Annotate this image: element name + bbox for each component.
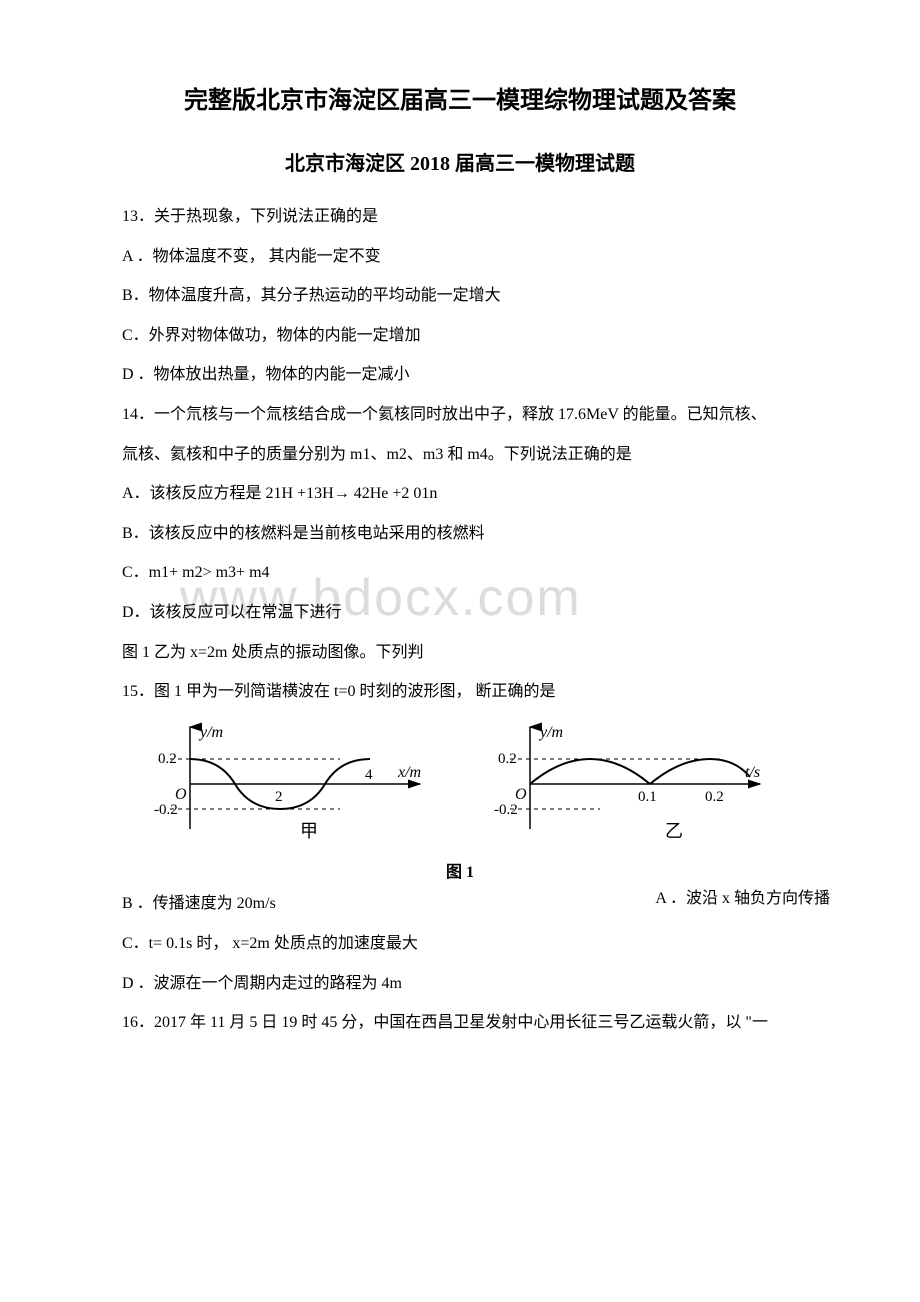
q16-stem: 16．2017 年 11 月 5 日 19 时 45 分，中国在西昌卫星发射中心…: [90, 1006, 830, 1040]
wave-left-svg: y/m 0.2 -0.2 O 2 4 x/m 甲: [140, 719, 440, 849]
xtick2-left: 4: [365, 767, 373, 783]
page-content: 完整版北京市海淀区届高三一模理综物理试题及答案 北京市海淀区 2018 届高三一…: [90, 80, 830, 1040]
ylabel-left: y/m: [198, 724, 223, 741]
q14-stem-line1: 14．一个氘核与一个氚核结合成一个氦核同时放出中子，释放 17.6MeV 的能量…: [90, 398, 830, 432]
q13-stem: 13．关于热现象，下列说法正确的是: [90, 200, 830, 234]
sublabel-right: 乙: [665, 821, 683, 841]
q15-stem: 15．图 1 甲为一列简谐横波在 t=0 时刻的波形图， 断正确的是: [90, 675, 830, 709]
ytick-pos-left: 0.2: [158, 751, 177, 767]
q14-stem-line2: 氚核、氦核和中子的质量分别为 m1、m2、m3 和 m4。下列说法正确的是: [90, 438, 830, 472]
q14-option-b: B．该核反应中的核燃料是当前核电站采用的核燃料: [90, 517, 830, 551]
ytick-pos-right: 0.2: [498, 751, 517, 767]
ytick-neg-right: -0.2: [494, 802, 518, 818]
wave-right-svg: y/m 0.2 -0.2 O 0.1 0.2 t/s 乙: [480, 719, 780, 849]
q13-option-a: A ．物体温度不变， 其内能一定不变: [90, 240, 830, 274]
q15-option-d: D ．波源在一个周期内走过的路程为 4m: [90, 967, 830, 1001]
q15-prefix: 图 1 乙为 x=2m 处质点的振动图像。下列判: [90, 636, 830, 670]
figure-1-right: y/m 0.2 -0.2 O 0.1 0.2 t/s 乙: [480, 719, 780, 854]
xlabel-left: x/m: [397, 764, 421, 781]
main-title: 完整版北京市海淀区届高三一模理综物理试题及答案: [90, 80, 830, 115]
q14-option-c: C．m1+ m2> m3+ m4: [90, 556, 830, 590]
xtick1-left: 2: [275, 789, 283, 805]
svg-text:O: O: [515, 786, 527, 803]
q14-option-a: A．该核反应方程是 21H +13H→ 42He +2 01n: [90, 477, 830, 511]
xlabel-right: t/s: [745, 764, 760, 781]
sublabel-left: 甲: [300, 821, 318, 841]
q13-option-c: C．外界对物体做功，物体的内能一定增加: [90, 319, 830, 353]
figure-1-container: y/m 0.2 -0.2 O 2 4 x/m 甲: [90, 719, 830, 854]
figure-1-left: y/m 0.2 -0.2 O 2 4 x/m 甲: [140, 719, 440, 854]
svg-text:O: O: [175, 786, 187, 803]
figure-1-label: 图 1: [446, 864, 474, 881]
xtick2-right: 0.2: [705, 789, 724, 805]
sub-title: 北京市海淀区 2018 届高三一模物理试题: [90, 147, 830, 176]
ytick-neg-left: -0.2: [154, 802, 178, 818]
q13-option-d: D ．物体放出热量，物体的内能一定减小: [90, 358, 830, 392]
ylabel-right: y/m: [538, 724, 563, 741]
q13-option-b: B．物体温度升高，其分子热运动的平均动能一定增大: [90, 279, 830, 313]
xtick1-right: 0.1: [638, 789, 657, 805]
q14-option-d: D．该核反应可以在常温下进行: [90, 596, 830, 630]
q15-option-c: C．t= 0.1s 时， x=2m 处质点的加速度最大: [90, 927, 830, 961]
